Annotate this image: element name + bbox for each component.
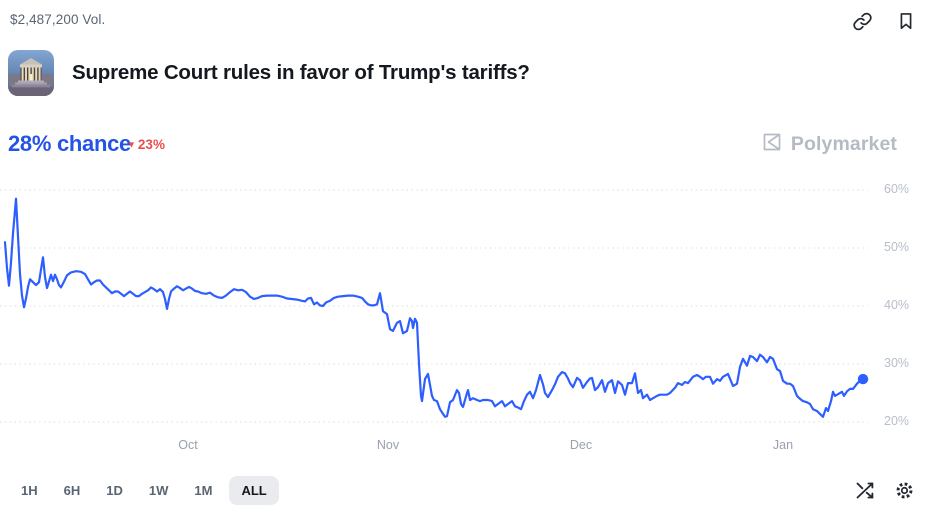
- header-actions: [851, 10, 917, 32]
- y-axis-label: 30%: [884, 356, 910, 370]
- x-axis-label: Jan: [772, 438, 794, 452]
- down-triangle-icon: ▼: [127, 139, 136, 149]
- price-change-badge: ▼ 23%: [127, 137, 165, 152]
- timeframe-button-1h[interactable]: 1H: [12, 476, 47, 505]
- price-change-value: 23%: [137, 137, 165, 152]
- chance-label: 28% chance: [8, 131, 131, 156]
- bookmark-button[interactable]: [895, 10, 917, 32]
- volume-text: $2,487,200 Vol.: [10, 12, 106, 27]
- y-axis-label: 20%: [884, 414, 910, 428]
- copy-link-button[interactable]: [851, 10, 873, 32]
- x-axis-label: Dec: [569, 438, 593, 452]
- compare-shuffle-button[interactable]: [853, 479, 875, 501]
- last-price-dot: [857, 373, 869, 385]
- timeframe-button-1d[interactable]: 1D: [97, 476, 132, 505]
- market-title: Supreme Court rules in favor of Trump's …: [72, 61, 530, 84]
- footer-actions: [853, 479, 915, 501]
- x-axis-label: Nov: [376, 438, 400, 452]
- settings-button[interactable]: [893, 479, 915, 501]
- y-axis-label: 40%: [884, 298, 910, 312]
- timeframe-button-1w[interactable]: 1W: [140, 476, 178, 505]
- x-axis-label: Oct: [178, 438, 198, 452]
- bookmark-icon: [896, 10, 916, 32]
- timeframe-button-6h[interactable]: 6H: [55, 476, 90, 505]
- price-line: [3, 197, 865, 418]
- timeframe-selector: 1H 6H 1D 1W 1M ALL: [12, 476, 279, 505]
- polymarket-brand-text: Polymarket: [790, 133, 897, 155]
- link-icon: [852, 11, 873, 32]
- polymarket-logo-icon: [760, 130, 784, 159]
- settings-gear-icon: [894, 480, 915, 501]
- timeframe-button-1m[interactable]: 1M: [185, 476, 221, 505]
- shuffle-icon: [854, 480, 875, 501]
- timeframe-button-all[interactable]: ALL: [229, 476, 279, 505]
- y-axis-label: 60%: [884, 182, 910, 196]
- market-thumbnail-supreme-court: [8, 50, 54, 96]
- polymarket-watermark[interactable]: Polymarket: [760, 130, 897, 159]
- y-axis-label: 50%: [884, 240, 910, 254]
